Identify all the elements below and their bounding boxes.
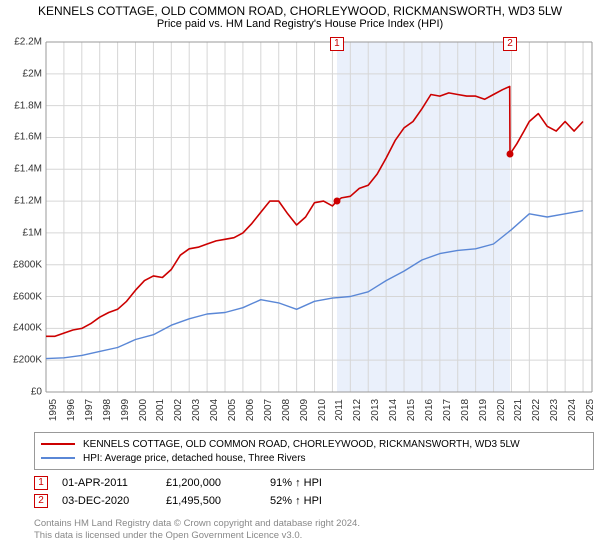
chart-plot-area: £0£200K£400K£600K£800K£1M£1.2M£1.4M£1.6M…: [46, 42, 592, 392]
license-text: Contains HM Land Registry data © Crown c…: [34, 518, 594, 542]
annotation-price: £1,495,500: [166, 495, 256, 507]
license-line-1: Contains HM Land Registry data © Crown c…: [34, 518, 594, 530]
y-tick-label: £400K: [13, 323, 46, 334]
x-tick-label: 2000: [136, 399, 149, 421]
y-tick-label: £2.2M: [14, 37, 46, 48]
legend-swatch: [41, 457, 75, 459]
legend-label: HPI: Average price, detached house, Thre…: [83, 453, 306, 464]
annotation-date: 01-APR-2011: [62, 477, 152, 489]
x-tick-label: 2024: [565, 399, 578, 421]
y-tick-label: £800K: [13, 259, 46, 270]
y-tick-label: £0: [31, 387, 46, 398]
price-marker: [507, 151, 514, 158]
x-tick-label: 2015: [404, 399, 417, 421]
y-tick-label: £1.4M: [14, 164, 46, 175]
x-tick-label: 2006: [243, 399, 256, 421]
y-tick-label: £2M: [23, 68, 46, 79]
price-marker: [333, 198, 340, 205]
x-tick-label: 2018: [458, 399, 471, 421]
legend-box: KENNELS COTTAGE, OLD COMMON ROAD, CHORLE…: [34, 432, 594, 470]
callout-box: 1: [330, 37, 344, 51]
x-tick-label: 2017: [440, 399, 453, 421]
x-tick-label: 2009: [297, 399, 310, 421]
chart-title: KENNELS COTTAGE, OLD COMMON ROAD, CHORLE…: [0, 0, 600, 18]
x-tick-label: 2023: [547, 399, 560, 421]
x-tick-label: 2007: [261, 399, 274, 421]
y-tick-label: £600K: [13, 291, 46, 302]
callout-box: 2: [503, 37, 517, 51]
legend-item: HPI: Average price, detached house, Thre…: [41, 451, 587, 465]
x-tick-label: 2016: [422, 399, 435, 421]
chart-subtitle: Price paid vs. HM Land Registry's House …: [0, 18, 600, 34]
x-tick-label: 2003: [189, 399, 202, 421]
y-tick-label: £200K: [13, 355, 46, 366]
x-tick-label: 2014: [386, 399, 399, 421]
annotation-row: 2 03-DEC-2020 £1,495,500 52% ↑ HPI: [34, 492, 594, 510]
annotation-pct: 91% ↑ HPI: [270, 477, 360, 489]
x-tick-label: 1997: [82, 399, 95, 421]
x-tick-label: 2001: [153, 399, 166, 421]
legend-label: KENNELS COTTAGE, OLD COMMON ROAD, CHORLE…: [83, 439, 520, 450]
y-tick-label: £1M: [23, 227, 46, 238]
annotation-price: £1,200,000: [166, 477, 256, 489]
x-tick-label: 2002: [171, 399, 184, 421]
x-tick-label: 2013: [368, 399, 381, 421]
x-tick-label: 2010: [315, 399, 328, 421]
annotation-row: 1 01-APR-2011 £1,200,000 91% ↑ HPI: [34, 474, 594, 492]
x-tick-label: 2012: [350, 399, 363, 421]
x-tick-label: 1995: [46, 399, 59, 421]
x-tick-label: 2008: [279, 399, 292, 421]
y-tick-label: £1.8M: [14, 100, 46, 111]
x-tick-label: 2021: [511, 399, 524, 421]
x-tick-label: 2025: [583, 399, 596, 421]
x-tick-label: 2022: [529, 399, 542, 421]
x-tick-label: 2004: [207, 399, 220, 421]
annotation-date: 03-DEC-2020: [62, 495, 152, 507]
annotation-number-box: 1: [34, 476, 48, 490]
x-tick-label: 2005: [225, 399, 238, 421]
annotation-number-box: 2: [34, 494, 48, 508]
legend-item: KENNELS COTTAGE, OLD COMMON ROAD, CHORLE…: [41, 437, 587, 451]
x-tick-label: 1998: [100, 399, 113, 421]
annotation-pct: 52% ↑ HPI: [270, 495, 360, 507]
x-tick-label: 2019: [476, 399, 489, 421]
license-line-2: This data is licensed under the Open Gov…: [34, 530, 594, 542]
chart-container: KENNELS COTTAGE, OLD COMMON ROAD, CHORLE…: [0, 0, 600, 560]
series-line: [46, 211, 583, 359]
series-svg: [46, 42, 592, 392]
x-tick-label: 2011: [332, 399, 345, 421]
y-tick-label: £1.6M: [14, 132, 46, 143]
x-tick-label: 1996: [64, 399, 77, 421]
annotation-table: 1 01-APR-2011 £1,200,000 91% ↑ HPI 2 03-DEC-2…: [34, 474, 594, 510]
y-tick-label: £1.2M: [14, 196, 46, 207]
legend-swatch: [41, 443, 75, 445]
x-tick-label: 2020: [494, 399, 507, 421]
x-tick-label: 1999: [118, 399, 131, 421]
series-line: [46, 87, 583, 337]
